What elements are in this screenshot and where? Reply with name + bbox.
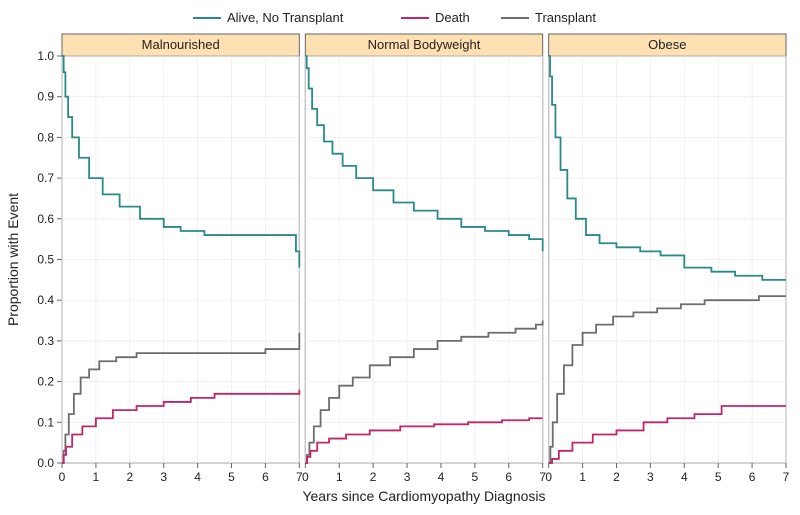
chart-svg: Alive, No Transplant Death Transplant 0.0 0.…: [0, 0, 800, 515]
svg-text:3: 3: [647, 470, 654, 484]
svg-text:0.3: 0.3: [37, 334, 54, 348]
svg-text:2: 2: [126, 470, 133, 484]
svg-text:Malnourished: Malnourished: [142, 37, 220, 52]
series-death: [305, 418, 542, 463]
svg-text:0: 0: [59, 470, 66, 484]
svg-text:0.8: 0.8: [37, 130, 54, 144]
svg-text:3: 3: [404, 470, 411, 484]
svg-text:0: 0: [545, 470, 552, 484]
svg-text:Years since Cardiomyopathy Dia: Years since Cardiomyopathy Diagnosis: [302, 488, 545, 504]
legend-label: Transplant: [535, 10, 596, 25]
series-alive: [305, 56, 542, 251]
svg-text:6: 6: [262, 470, 269, 484]
legend-label: Alive, No Transplant: [227, 10, 344, 25]
svg-text:4: 4: [194, 470, 201, 484]
series-transplant: [62, 333, 299, 463]
series-alive: [62, 56, 299, 268]
series-death: [549, 406, 786, 463]
svg-text:0.4: 0.4: [37, 293, 54, 307]
svg-text:0.0: 0.0: [37, 456, 54, 470]
svg-text:0.1: 0.1: [37, 415, 54, 429]
svg-text:0.7: 0.7: [37, 171, 54, 185]
series-transplant: [305, 321, 542, 463]
svg-text:0.6: 0.6: [37, 212, 54, 226]
svg-text:5: 5: [472, 470, 479, 484]
svg-text:Normal Bodyweight: Normal Bodyweight: [368, 37, 481, 52]
svg-text:0.9: 0.9: [37, 90, 54, 104]
series-transplant: [549, 296, 786, 463]
svg-text:Obese: Obese: [648, 37, 686, 52]
series-death: [62, 390, 299, 463]
svg-text:4: 4: [438, 470, 445, 484]
svg-text:0.5: 0.5: [37, 253, 54, 267]
survival-chart: Alive, No Transplant Death Transplant 0.0 0.…: [0, 0, 800, 515]
svg-text:0.2: 0.2: [37, 375, 54, 389]
svg-text:1: 1: [579, 470, 586, 484]
legend-label: Death: [435, 10, 470, 25]
svg-text:5: 5: [228, 470, 235, 484]
svg-text:1.0: 1.0: [37, 49, 54, 63]
svg-text:6: 6: [749, 470, 756, 484]
svg-text:1: 1: [93, 470, 100, 484]
svg-text:0: 0: [302, 470, 309, 484]
svg-text:7: 7: [783, 470, 790, 484]
series-alive: [549, 56, 786, 280]
svg-text:2: 2: [613, 470, 620, 484]
svg-text:5: 5: [715, 470, 722, 484]
svg-text:4: 4: [681, 470, 688, 484]
svg-text:3: 3: [160, 470, 167, 484]
svg-text:6: 6: [505, 470, 512, 484]
svg-text:2: 2: [370, 470, 377, 484]
svg-text:Proportion with Event: Proportion with Event: [5, 193, 21, 326]
svg-text:1: 1: [336, 470, 343, 484]
